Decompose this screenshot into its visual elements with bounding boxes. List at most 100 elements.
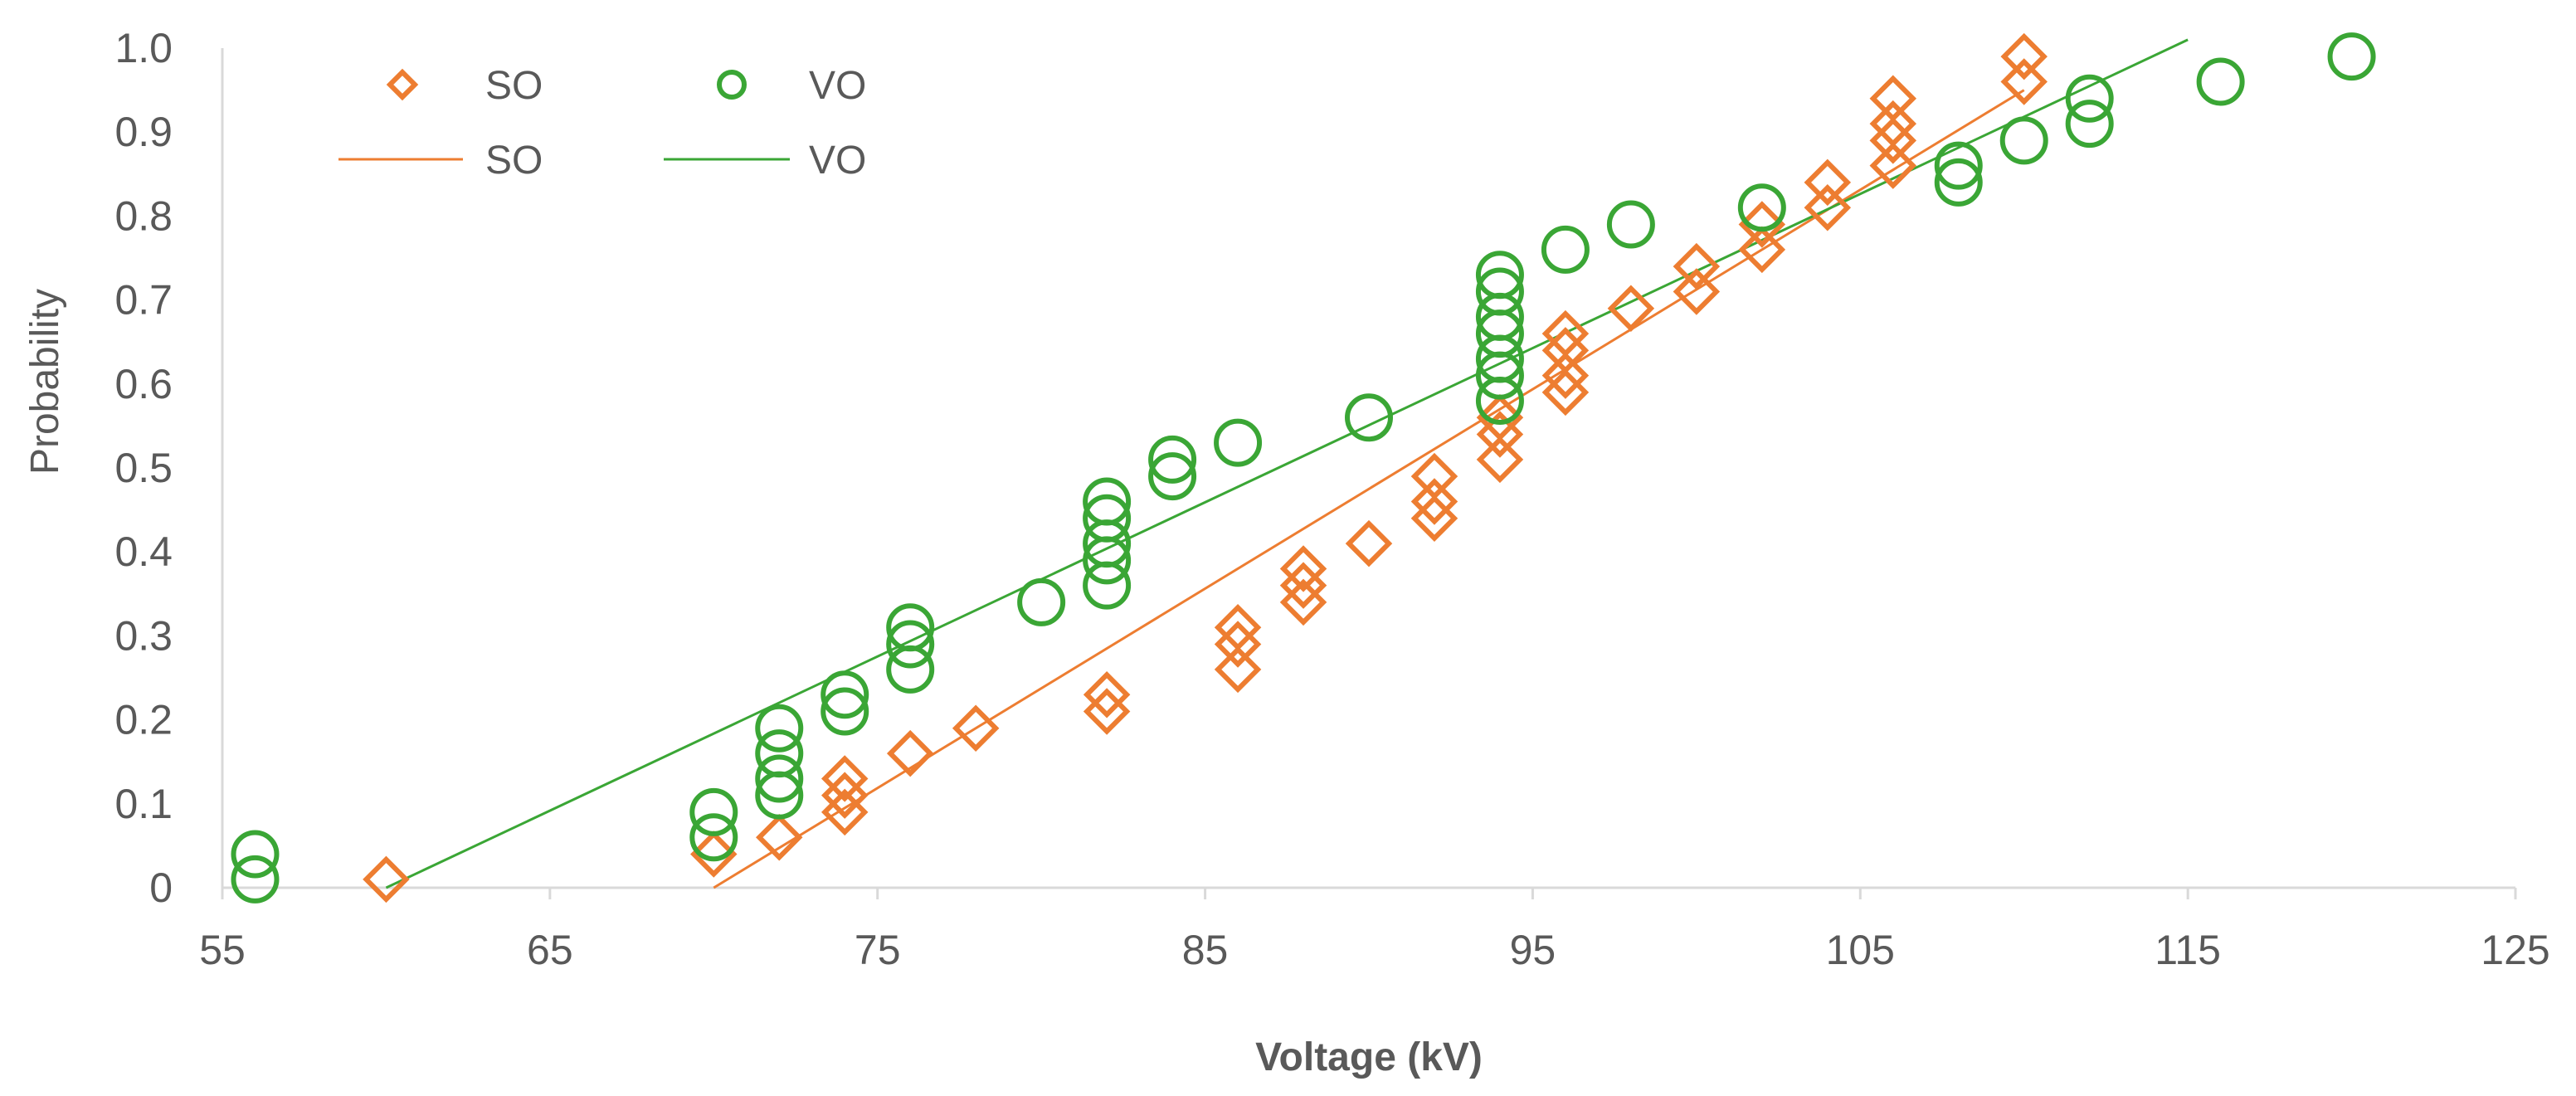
point-so [952, 704, 1000, 752]
point-vo [1737, 183, 1786, 232]
legend-label-vo-line: VO [809, 139, 866, 183]
point-so [2000, 32, 2048, 80]
point-vo [1475, 267, 1524, 316]
point-so [886, 729, 934, 777]
point-vo [821, 687, 869, 736]
point-vo [886, 645, 935, 694]
point-so [1869, 142, 1917, 189]
point-vo [1999, 116, 2048, 165]
point-vo [1148, 452, 1197, 501]
x-tick-label: 125 [2481, 927, 2549, 973]
y-tick-label: 0.8 [114, 192, 173, 239]
point-so [1804, 184, 1852, 231]
point-vo [689, 813, 738, 862]
point-vo [755, 754, 804, 803]
legend-label-vo-marker: VO [809, 64, 866, 108]
point-vo [689, 787, 738, 836]
point-vo [2327, 32, 2376, 81]
trend-line-vo [385, 38, 2189, 889]
point-vo [1606, 200, 1655, 249]
point-vo [886, 603, 935, 652]
point-so [821, 755, 869, 802]
x-tick-label: 55 [199, 927, 246, 973]
point-vo [1083, 494, 1132, 543]
x-tick-label: 65 [527, 927, 573, 973]
point-vo [1017, 577, 1066, 626]
y-tick-label: 0.5 [114, 445, 173, 491]
point-vo [1083, 477, 1132, 526]
point-vo [755, 704, 804, 753]
legend-item-so-marker: SO [386, 64, 543, 108]
point-vo [1345, 393, 1393, 442]
legend-item-so-line: SO [338, 139, 543, 183]
point-so [1214, 645, 1262, 694]
x-tick-label: 95 [1510, 927, 1556, 973]
series-so [363, 32, 2048, 904]
x-tick-label: 115 [2155, 927, 2221, 973]
point-vo [2196, 57, 2245, 106]
legend: SO VO SO VO [338, 64, 866, 183]
point-vo [1148, 435, 1197, 484]
legend-vo-circle-icon [717, 70, 747, 100]
y-tick-label: 0.4 [114, 529, 173, 575]
trend-lines [385, 38, 2189, 889]
x-tick-label: 75 [855, 927, 901, 973]
point-vo [755, 729, 804, 778]
y-tick-label: 0 [149, 865, 173, 911]
y-tick-label: 0.3 [114, 612, 173, 659]
point-vo [2065, 100, 2114, 149]
point-vo [1934, 141, 1983, 190]
x-tick-labels: 55 65 75 85 95 105 115 125 [199, 888, 2550, 973]
point-vo [886, 620, 935, 669]
point-so [1738, 226, 1786, 274]
legend-label-so-line: SO [485, 139, 543, 183]
point-so [1476, 394, 1524, 441]
y-tick-label: 1.0 [114, 25, 173, 71]
point-so [1607, 285, 1655, 332]
point-so [1214, 604, 1262, 651]
point-so [1869, 100, 1917, 148]
point-so [1673, 268, 1721, 315]
point-vo [231, 855, 280, 904]
point-so [756, 814, 803, 861]
y-tick-labels: 0 0.1 0.2 0.3 0.4 0.5 0.6 0.7 0.8 0.9 1.0 [114, 25, 173, 911]
x-axis-title: Voltage (kV) [1255, 1035, 1483, 1079]
data-points [231, 32, 2376, 904]
point-so [1541, 309, 1590, 358]
y-axis-title: Probability [23, 289, 67, 475]
point-so [1410, 452, 1458, 500]
point-so [1279, 545, 1327, 592]
axes [221, 48, 2515, 889]
point-so [1345, 519, 1393, 567]
point-so [1410, 478, 1458, 525]
point-so [690, 831, 738, 878]
legend-label-so-marker: SO [485, 64, 543, 108]
point-vo [821, 670, 869, 719]
y-tick-label: 0.1 [114, 781, 173, 827]
y-tick-label: 0.6 [114, 361, 173, 407]
point-so [1476, 436, 1524, 484]
x-tick-label: 105 [1826, 927, 1895, 973]
point-so [1869, 75, 1917, 122]
point-so [1083, 670, 1131, 718]
y-tick-label: 0.7 [114, 277, 173, 324]
point-vo [1475, 251, 1524, 300]
point-so [1804, 158, 1852, 207]
point-so [1541, 352, 1590, 399]
point-so [1673, 242, 1721, 290]
point-vo [1541, 225, 1590, 274]
x-tick-label: 85 [1182, 927, 1229, 973]
legend-item-vo-marker: VO [717, 64, 866, 108]
point-so [2000, 58, 2048, 105]
point-vo [1934, 158, 1983, 207]
legend-so-diamond-icon [386, 68, 419, 101]
point-vo [1214, 418, 1263, 467]
y-tick-label: 0.9 [114, 109, 173, 155]
point-so [363, 855, 410, 904]
legend-item-vo-line: VO [664, 139, 866, 183]
point-vo [231, 830, 280, 879]
y-tick-label: 0.2 [114, 697, 173, 743]
point-vo [2065, 74, 2114, 123]
point-vo [1083, 561, 1132, 610]
